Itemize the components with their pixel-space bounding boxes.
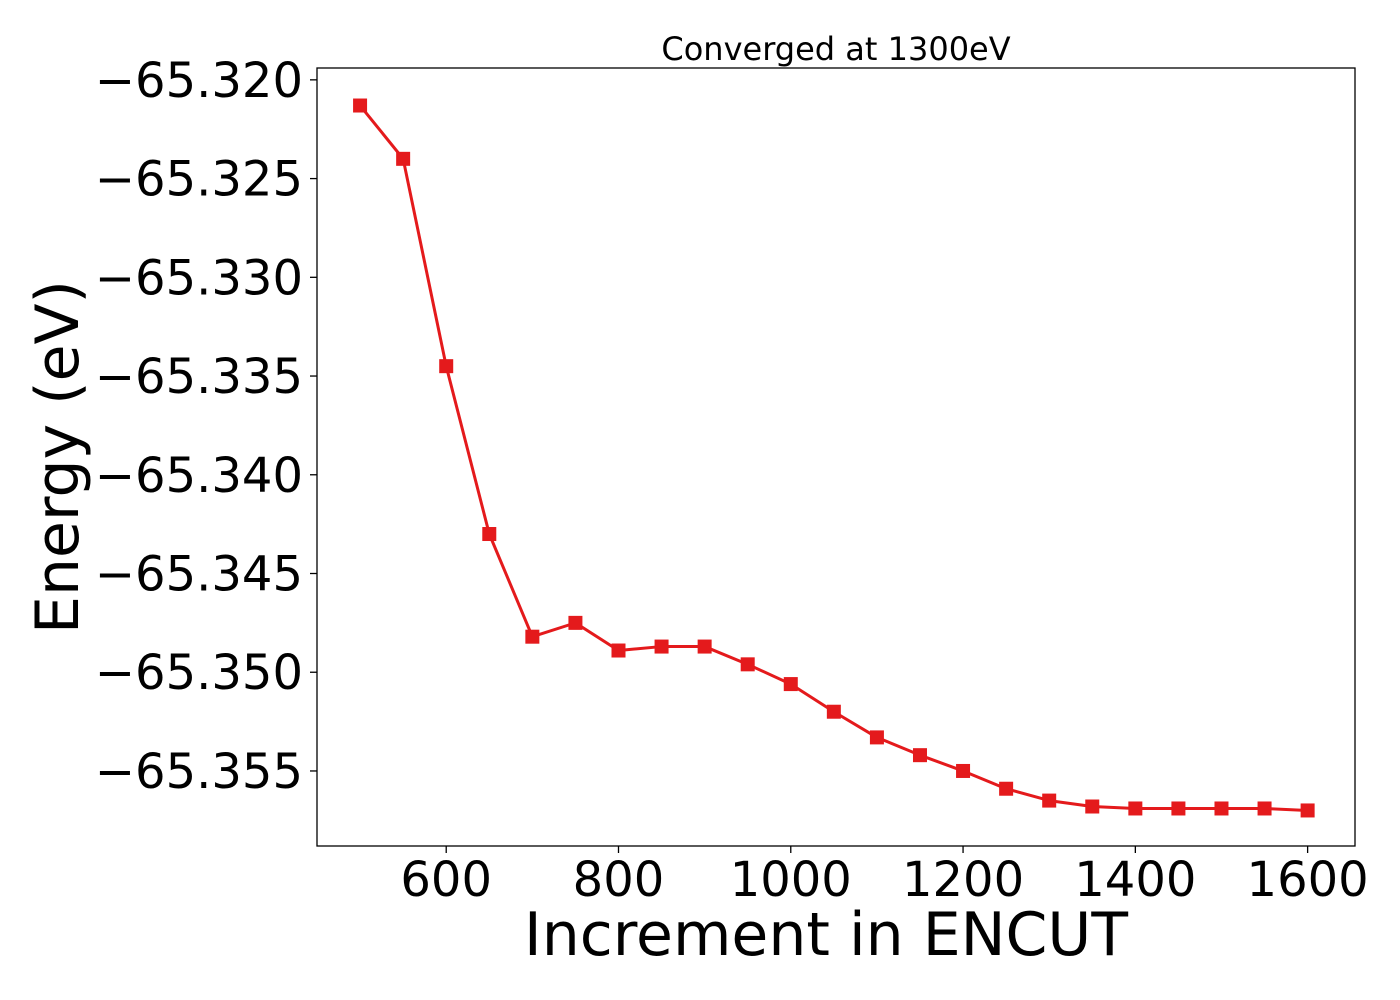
data-point-marker — [1300, 803, 1315, 818]
data-point-marker — [697, 639, 712, 654]
data-point-marker — [482, 527, 497, 542]
data-point-marker — [999, 781, 1014, 796]
data-point-marker — [826, 704, 841, 719]
data-point-marker — [783, 677, 798, 692]
data-point-marker — [740, 657, 755, 672]
data-point-marker — [1257, 801, 1272, 816]
data-point-marker — [611, 643, 626, 658]
data-point-marker — [568, 615, 583, 630]
x-tick-label: 800 — [573, 852, 665, 908]
y-axis-label: Energy (eV) — [23, 280, 93, 634]
y-tick-label: −65.340 — [95, 448, 303, 504]
x-tick-label: 1200 — [902, 852, 1024, 908]
x-tick-label: 1400 — [1074, 852, 1196, 908]
x-axis: 600 800 1000 1200 1400 1600 — [400, 846, 1369, 908]
chart-title: Converged at 1300eV — [661, 30, 1010, 68]
data-point-marker — [912, 748, 927, 763]
data-point-marker — [1085, 799, 1100, 814]
series-layer — [353, 98, 1315, 818]
y-tick-label: −65.320 — [95, 53, 303, 109]
x-axis-label: Increment in ENCUT — [524, 900, 1128, 970]
y-tick-label: −65.335 — [95, 349, 303, 405]
y-axis: −65.320 −65.325 −65.330 −65.335 −65.340 −65.3… — [95, 53, 317, 800]
x-tick-label: 1000 — [730, 852, 852, 908]
data-point-marker — [956, 763, 971, 778]
data-point-marker — [525, 629, 540, 644]
y-tick-label: −65.345 — [95, 547, 303, 603]
data-point-marker — [1042, 793, 1057, 808]
data-point-marker — [869, 730, 884, 745]
plot-area-frame — [316, 67, 1356, 847]
data-point-marker — [439, 359, 454, 374]
data-point-marker — [654, 639, 669, 654]
data-point-marker — [1171, 801, 1186, 816]
y-tick-label: −65.325 — [95, 152, 303, 208]
y-tick-label: −65.330 — [95, 250, 303, 306]
data-point-marker — [353, 98, 368, 113]
x-tick-label: 1600 — [1247, 852, 1369, 908]
data-point-marker — [1128, 801, 1143, 816]
data-point-marker — [1214, 801, 1229, 816]
y-tick-label: −65.350 — [95, 645, 303, 701]
x-tick-label: 600 — [400, 852, 492, 908]
y-tick-label: −65.355 — [95, 744, 303, 800]
data-point-marker — [396, 151, 411, 166]
